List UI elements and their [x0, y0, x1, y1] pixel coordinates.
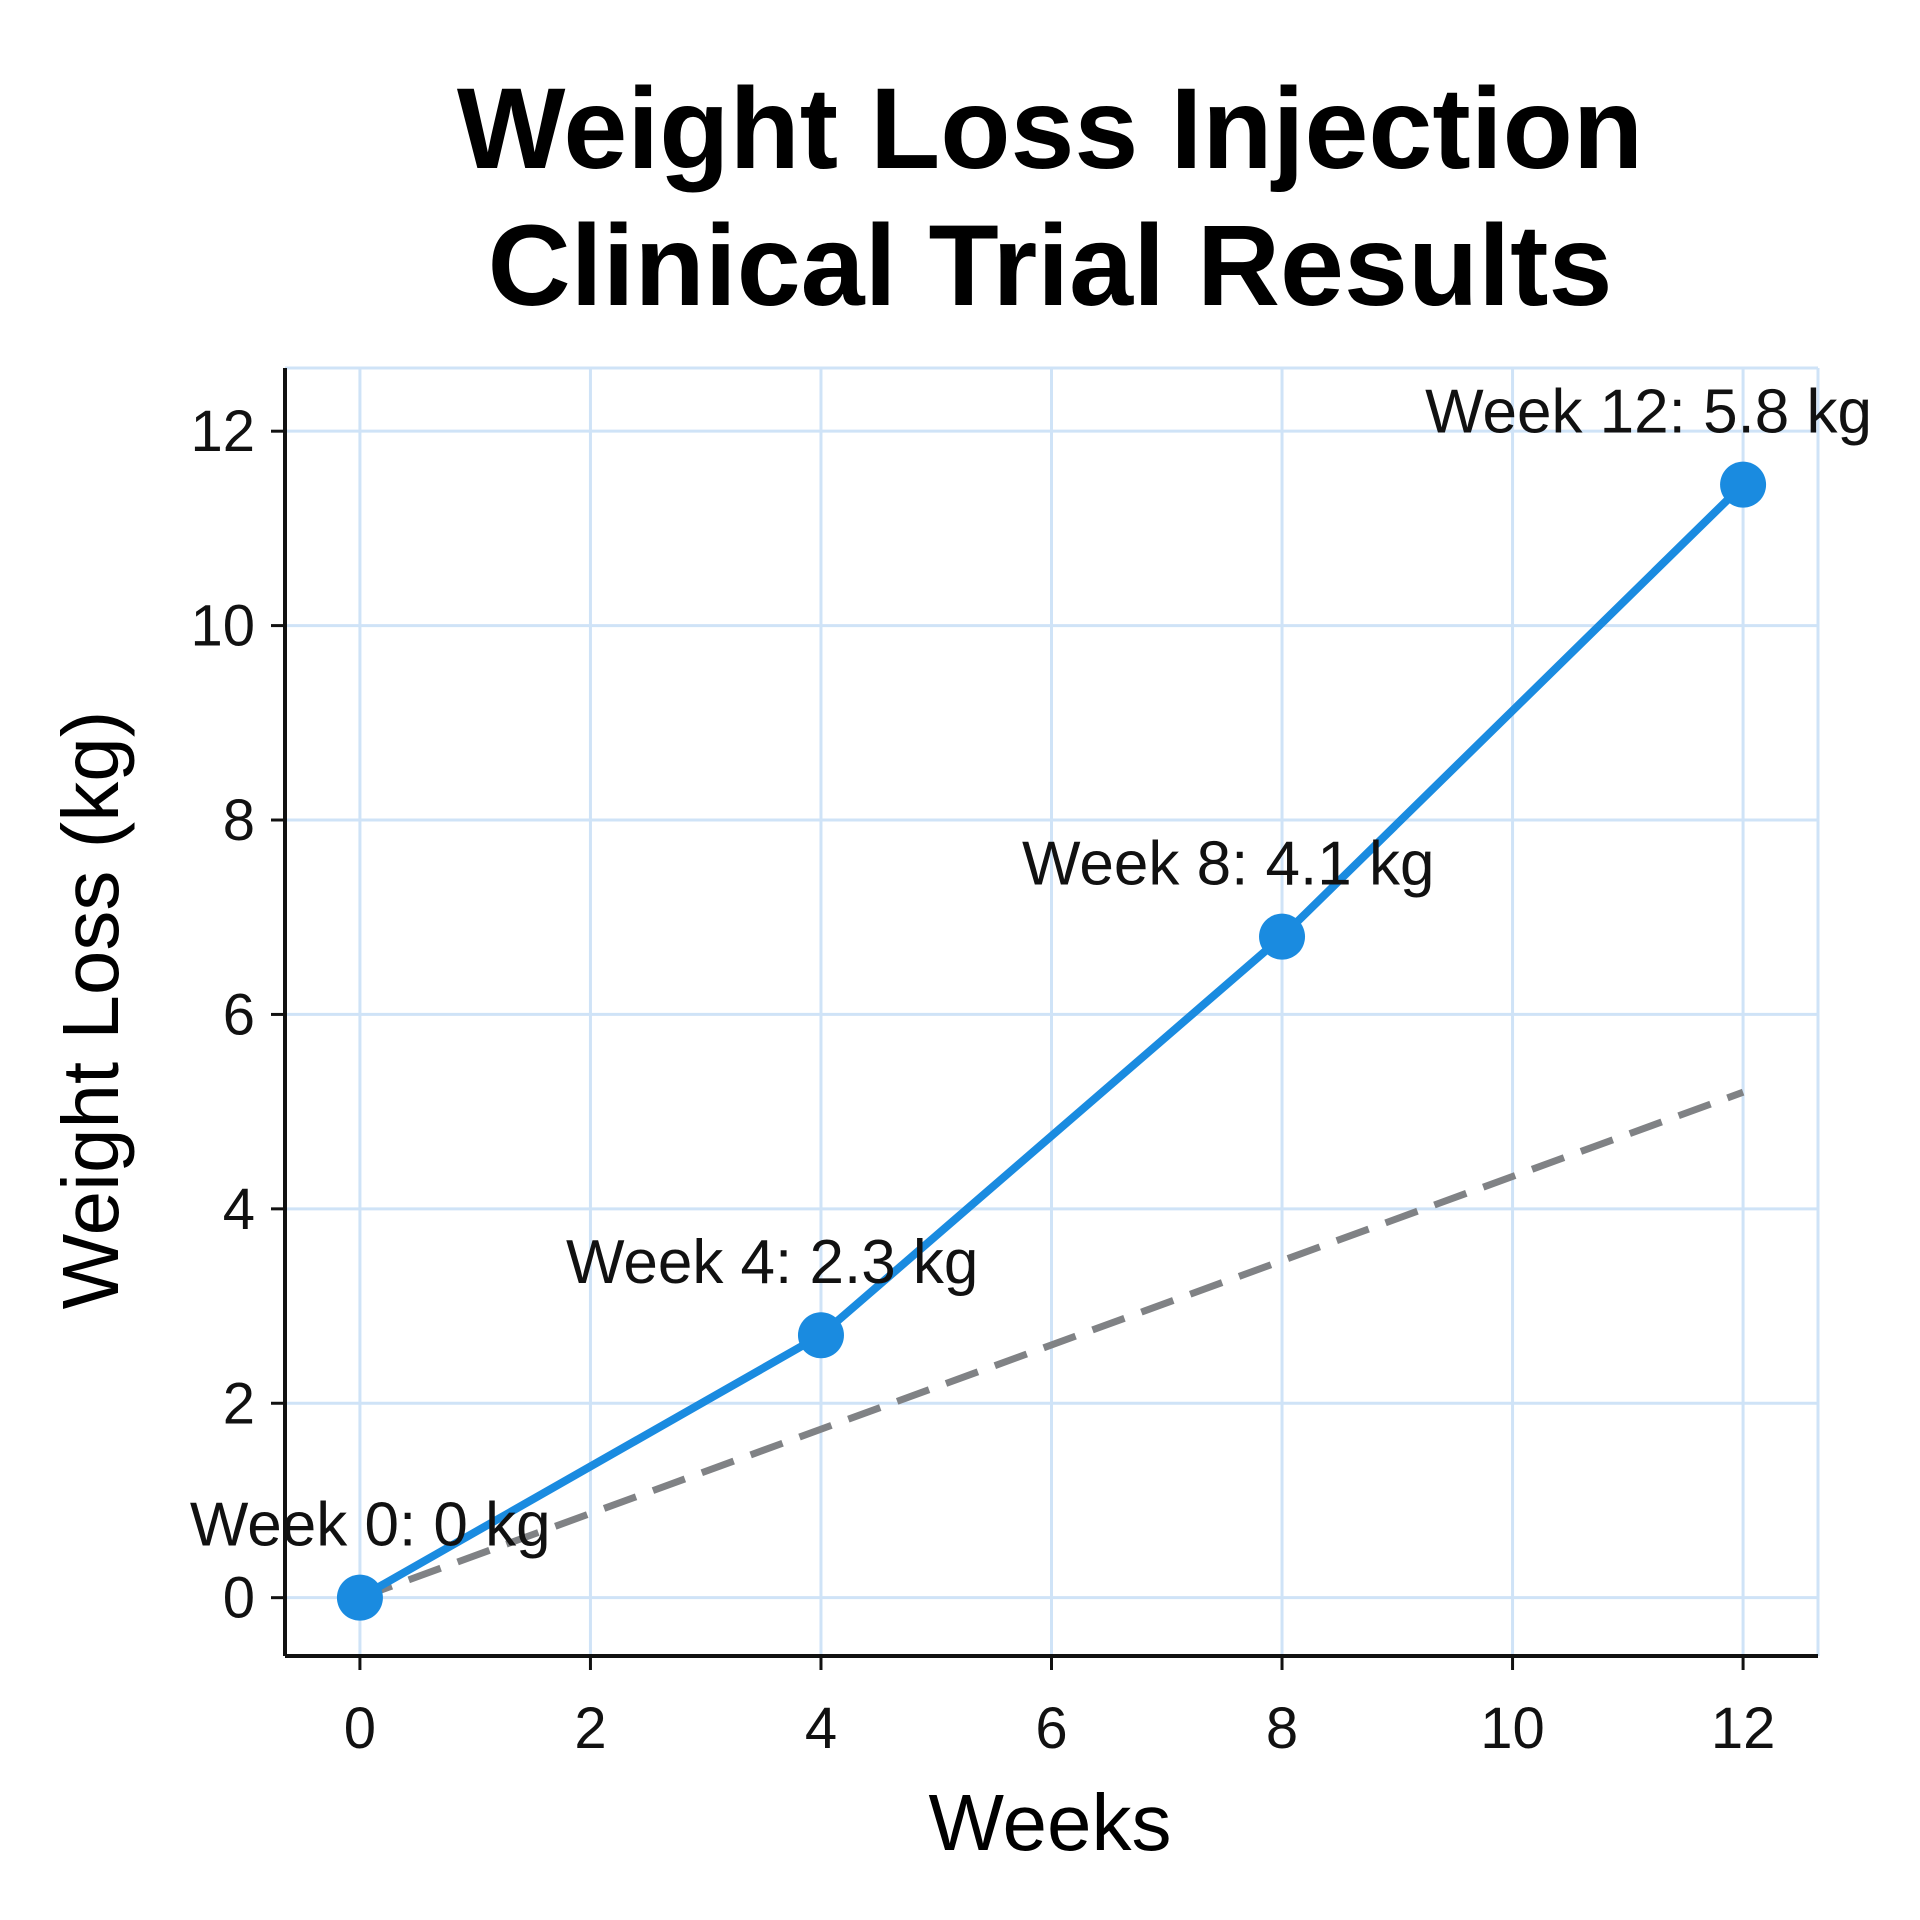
y-tick-label: 8: [223, 788, 255, 853]
x-tick-label: 12: [1711, 1696, 1776, 1761]
grid: [285, 366, 1820, 1656]
y-axis-title: Weight Loss (kg): [46, 711, 135, 1310]
x-tick-label: 6: [1035, 1696, 1067, 1761]
chart-title-line-2: Clinical Trial Results: [488, 202, 1613, 330]
x-axis-title: Weeks: [928, 1778, 1171, 1867]
y-tick-label: 2: [223, 1371, 255, 1436]
x-tick-label: 10: [1480, 1696, 1545, 1761]
point-label: Week 4: 2.3 kg: [566, 1228, 978, 1297]
data-point: [336, 1574, 383, 1621]
data-point: [1720, 461, 1767, 508]
series-line: [357, 481, 1746, 1602]
y-tick-label: 10: [190, 594, 255, 659]
point-label: Week 12: 5.8 kg: [1425, 378, 1872, 447]
point-labels: Week 0: 0 kg Week 4: 2.3 kg Week 8: 4.1 kg…: [190, 378, 1872, 1560]
y-tick-label: 6: [223, 982, 255, 1047]
series: [336, 461, 1767, 1621]
x-tick-label: 8: [1266, 1696, 1298, 1761]
y-tick-label: 4: [223, 1177, 255, 1242]
y-tick-label: 12: [190, 399, 255, 464]
x-tick-label: 0: [344, 1696, 376, 1761]
data-point: [797, 1312, 844, 1359]
trend-line: [358, 1088, 1745, 1601]
point-label: Week 8: 4.1 kg: [1022, 830, 1434, 899]
axes: 0 2 4 6 8 10 12 0 2 4 6 8 10 12: [190, 368, 1818, 1761]
x-tick-label: 2: [574, 1696, 606, 1761]
x-tick-label: 4: [805, 1696, 837, 1761]
point-label: Week 0: 0 kg: [190, 1491, 551, 1560]
chart-title-line-1: Weight Loss Injection: [457, 65, 1643, 193]
data-point: [1259, 913, 1306, 960]
y-tick-label: 0: [223, 1566, 255, 1631]
